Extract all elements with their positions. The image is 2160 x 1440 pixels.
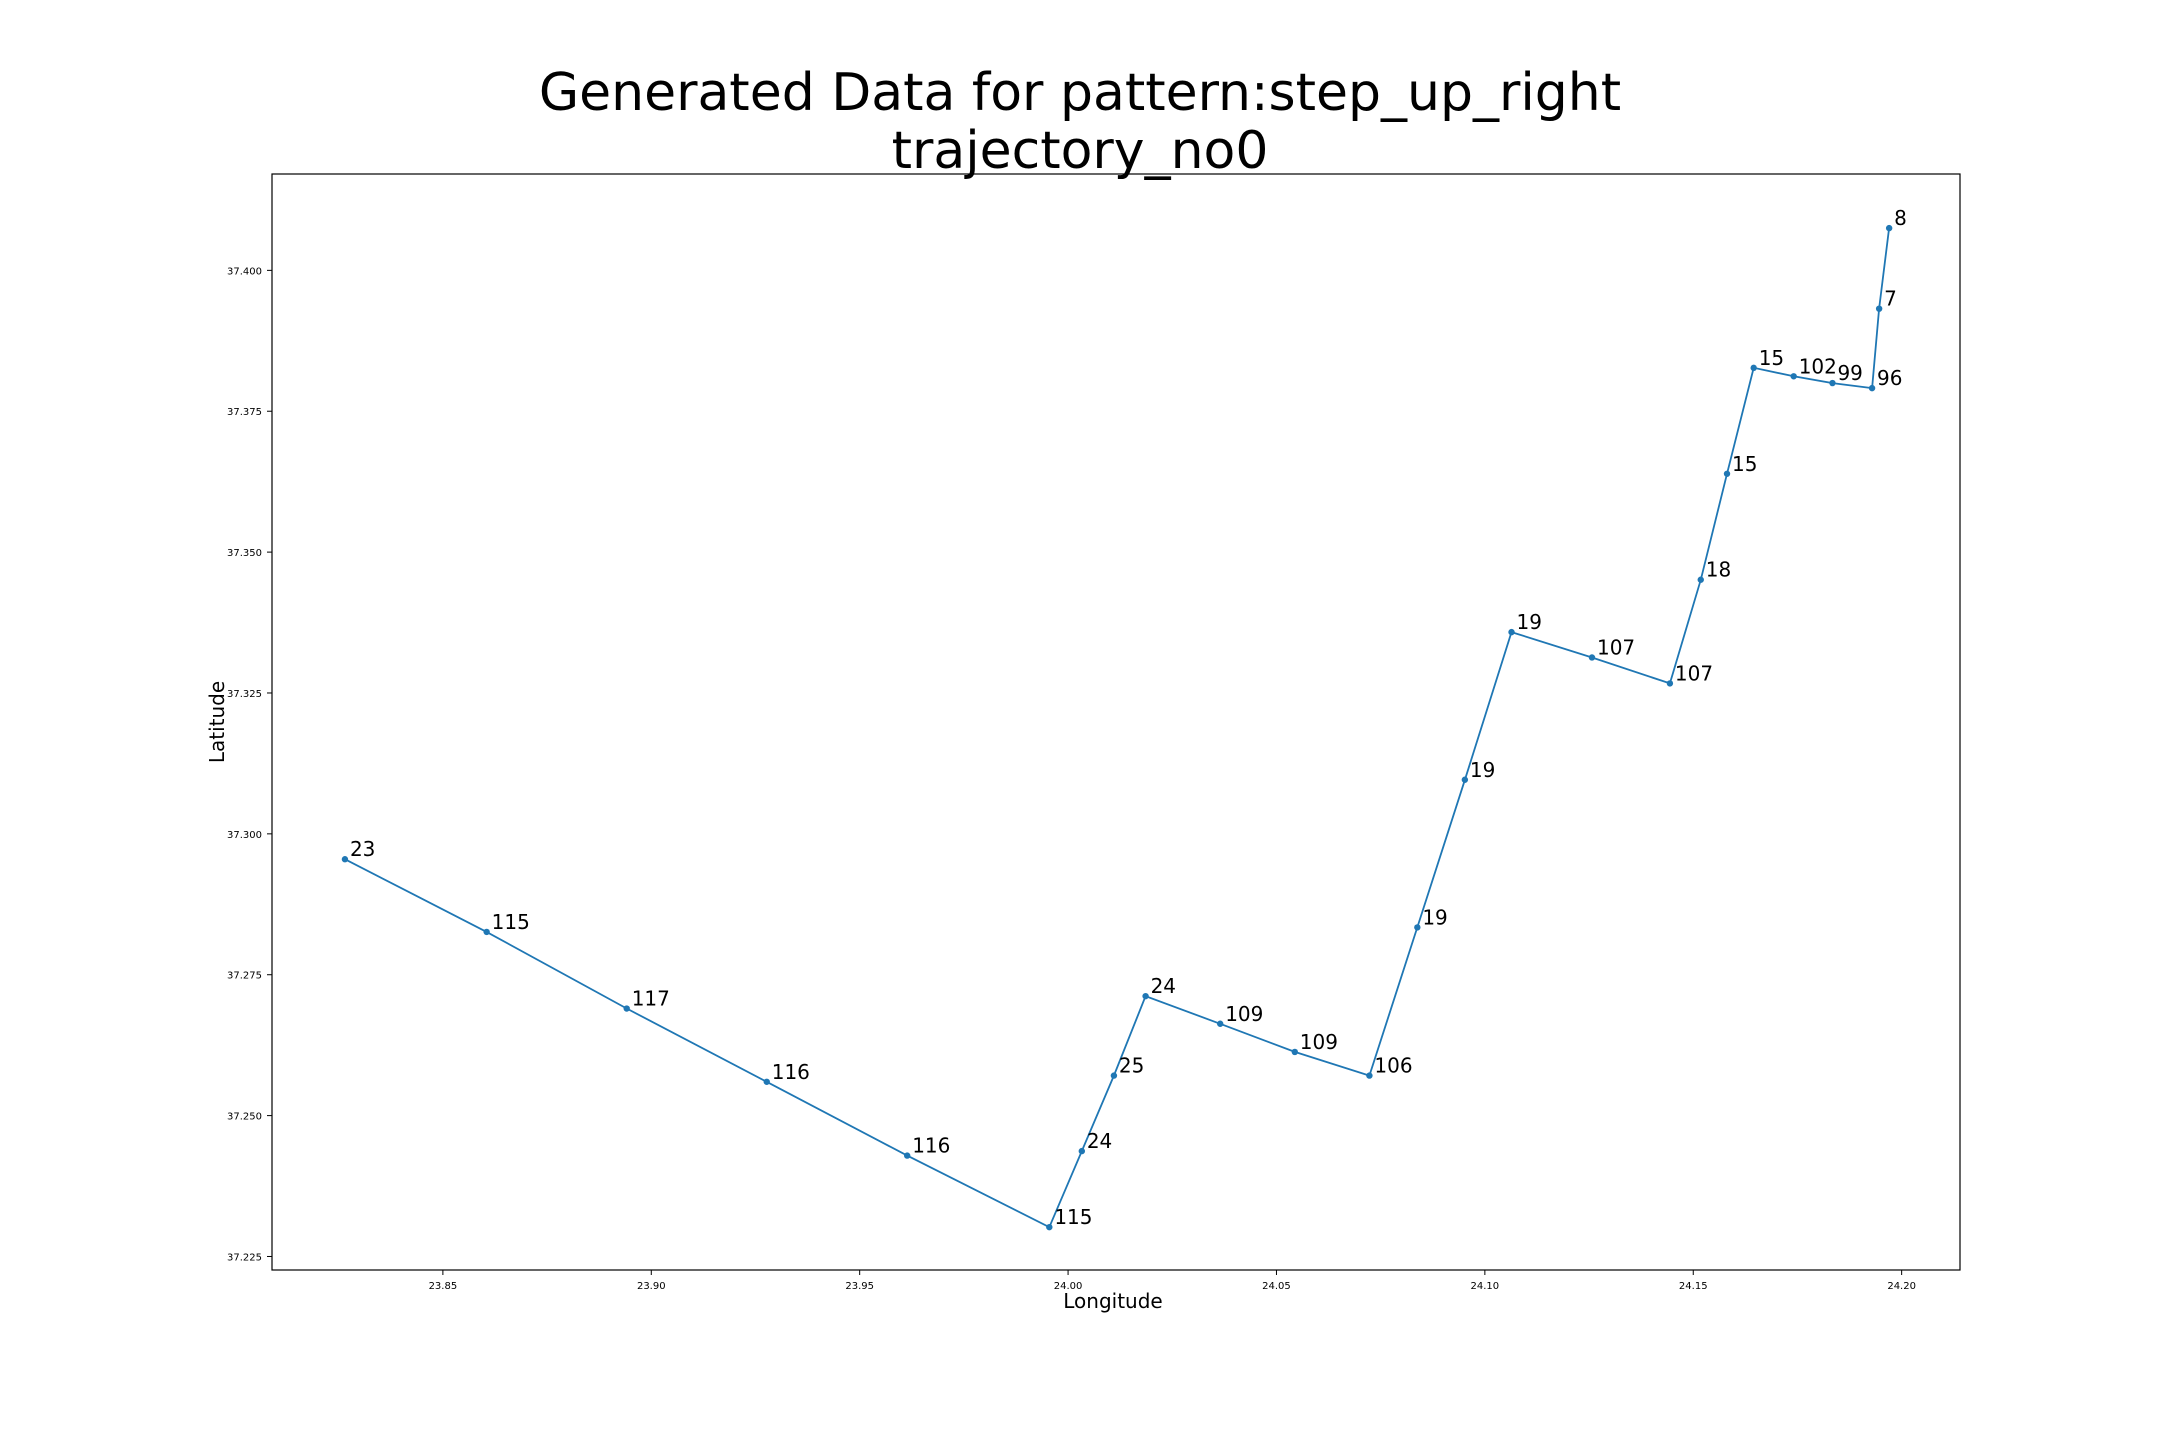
trajectory-point	[1697, 576, 1704, 583]
trajectory-point	[1142, 992, 1149, 1000]
trajectory-point	[1216, 1020, 1224, 1027]
point-label: 18	[1706, 558, 1731, 582]
chart-title-line-2: trajectory_no0	[892, 121, 1269, 181]
trajectory-point	[1078, 1147, 1086, 1155]
trajectory-point	[1291, 1048, 1299, 1056]
x-axis-ticks: 23.85 23.90 23.95 24.00 24.05 24.10 24.15 24.20	[429, 1270, 1916, 1292]
x-tick-label: 24.20	[1887, 1281, 1916, 1292]
trajectory-point	[483, 928, 490, 936]
y-tick-label: 37.375	[227, 407, 262, 418]
point-label: 7	[1884, 287, 1897, 311]
point-label: 107	[1597, 635, 1635, 659]
y-tick-label: 37.300	[227, 830, 262, 841]
point-labels: 23 115 117 116 116 115 24 25 24 109 109 106 19 19 19 10…	[350, 206, 1907, 1229]
y-tick-label: 37.250	[227, 1112, 262, 1123]
trajectory-point	[1508, 628, 1515, 636]
y-tick-label: 37.225	[227, 1252, 262, 1263]
point-label: 24	[1151, 974, 1176, 998]
point-label: 15	[1732, 452, 1757, 476]
trajectory-point	[1875, 305, 1883, 312]
trajectory-series	[341, 224, 1893, 1231]
point-label: 117	[632, 987, 670, 1011]
x-axis-label: Longitude	[1063, 1289, 1162, 1313]
trajectory-point	[1885, 224, 1893, 232]
trajectory-point	[1110, 1072, 1118, 1079]
point-label: 8	[1894, 206, 1907, 230]
point-label: 24	[1087, 1129, 1112, 1153]
y-tick-label: 37.400	[227, 266, 262, 277]
point-label: 99	[1837, 361, 1862, 385]
trajectory-point	[1666, 680, 1674, 687]
point-label: 23	[350, 837, 375, 861]
y-axis-label: Latitude	[205, 681, 229, 763]
trajectory-point	[1588, 654, 1596, 661]
point-label: 19	[1422, 905, 1447, 929]
point-label: 106	[1374, 1054, 1412, 1078]
point-label: 115	[1054, 1205, 1092, 1229]
point-label: 115	[492, 910, 530, 934]
trajectory-line	[344, 227, 1890, 1229]
trajectory-point	[1790, 373, 1797, 380]
point-label: 15	[1759, 346, 1784, 370]
plot-area-frame	[271, 173, 1961, 1271]
point-label: 107	[1675, 661, 1713, 685]
x-tick-label: 24.10	[1471, 1281, 1500, 1292]
point-label: 25	[1119, 1054, 1144, 1078]
x-tick-label: 24.00	[1054, 1281, 1083, 1292]
x-tick-label: 24.15	[1679, 1281, 1708, 1292]
chart-title-line-1: Generated Data for pattern:step_up_right	[539, 63, 1621, 123]
x-tick-label: 23.90	[637, 1281, 666, 1292]
trajectory-point	[1461, 776, 1469, 783]
trajectory-point	[1414, 924, 1421, 931]
point-label: 116	[912, 1134, 950, 1158]
trajectory-point	[1829, 379, 1836, 387]
point-label: 96	[1877, 366, 1902, 390]
y-axis-ticks: 37.225 37.250 37.275 37.300 37.325 37.350 37.3…	[227, 266, 272, 1263]
trajectory-point	[903, 1152, 911, 1159]
trajectory-point	[623, 1005, 630, 1012]
trajectory-point	[1046, 1223, 1053, 1231]
point-label: 109	[1300, 1030, 1338, 1054]
point-label: 102	[1799, 354, 1837, 378]
x-tick-label: 24.05	[1262, 1281, 1291, 1292]
y-tick-label: 37.350	[227, 548, 262, 559]
y-tick-label: 37.325	[227, 689, 262, 700]
point-label: 109	[1225, 1002, 1263, 1026]
trajectory-point	[1868, 384, 1876, 392]
point-label: 19	[1470, 758, 1495, 782]
point-label: 19	[1517, 610, 1542, 634]
trajectory-point	[1366, 1072, 1373, 1079]
x-tick-label: 23.95	[845, 1281, 874, 1292]
trajectory-point	[341, 856, 349, 863]
y-tick-label: 37.275	[227, 971, 262, 982]
trajectory-point	[1723, 470, 1731, 477]
trajectory-point	[1750, 364, 1757, 372]
point-label: 116	[772, 1060, 810, 1084]
x-tick-label: 23.85	[429, 1281, 458, 1292]
trajectory-point	[763, 1078, 770, 1085]
